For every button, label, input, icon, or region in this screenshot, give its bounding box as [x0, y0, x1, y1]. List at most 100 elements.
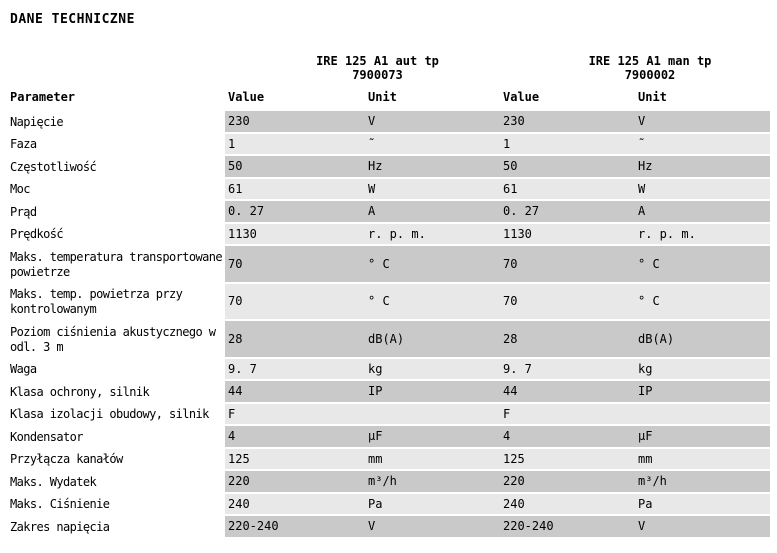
table-row: Prędkość 1130 r. p. m. 1130 r. p. m.	[10, 223, 770, 246]
value-aut: 0. 27	[225, 201, 365, 224]
table-row: Zakres napięcia 220-240 V 220-240 V	[10, 516, 770, 539]
table-row: Maks. temp. powietrza przy kontrolowanym…	[10, 283, 770, 321]
value-aut: 230	[225, 111, 365, 134]
column-header-parameter: Parameter	[10, 90, 76, 104]
unit-aut: V	[365, 111, 500, 134]
unit-aut: μF	[365, 426, 500, 449]
value-man: 9. 7	[500, 358, 635, 381]
value-aut: 240	[225, 493, 365, 516]
parameter-name: Maks. Wydatek	[10, 474, 97, 489]
parameter-name: Częstotliwość	[10, 159, 97, 174]
parameter-name: Prędkość	[10, 227, 64, 242]
value-aut: 70	[225, 283, 365, 321]
product-name: IRE 125 A1 man tp	[588, 54, 712, 68]
value-man: 1	[500, 133, 635, 156]
unit-man: ° C	[635, 283, 770, 321]
table-row: Klasa ochrony, silnik 44 IP 44 IP	[10, 381, 770, 404]
unit-man: ˜	[635, 133, 770, 156]
table-row: Maks. Wydatek 220 m³/h 220 m³/h	[10, 471, 770, 494]
unit-man: r. p. m.	[635, 223, 770, 246]
unit-man	[635, 403, 770, 426]
value-aut: 61	[225, 178, 365, 201]
product-name: IRE 125 A1 aut tp	[316, 54, 439, 68]
value-aut: 125	[225, 448, 365, 471]
unit-aut: dB(A)	[365, 321, 500, 359]
value-aut: 1130	[225, 223, 365, 246]
value-man: 50	[500, 156, 635, 179]
parameter-name: Faza	[10, 137, 37, 152]
product-group-headers: IRE 125 A1 aut tp 7900073 IRE 125 A1 man…	[10, 54, 770, 82]
unit-aut: mm	[365, 448, 500, 471]
parameter-name: Poziom ciśnienia akustycznego w odl. 3 m	[10, 324, 216, 354]
value-man: 1130	[500, 223, 635, 246]
parameter-name: Maks. temp. powietrza przy kontrolowanym	[10, 287, 183, 317]
unit-man: ° C	[635, 246, 770, 284]
value-man: F	[500, 403, 635, 426]
column-header-unit-aut: Unit	[368, 90, 397, 104]
unit-aut: V	[365, 516, 500, 539]
value-man: 61	[500, 178, 635, 201]
unit-aut: Hz	[365, 156, 500, 179]
parameter-name: Maks. Ciśnienie	[10, 497, 110, 512]
parameter-name: Moc	[10, 182, 30, 197]
table-row: Maks. Ciśnienie 240 Pa 240 Pa	[10, 493, 770, 516]
value-man: 4	[500, 426, 635, 449]
value-man: 230	[500, 111, 635, 134]
unit-man: dB(A)	[635, 321, 770, 359]
unit-aut: ˜	[365, 133, 500, 156]
table-row: Prąd 0. 27 A 0. 27 A	[10, 201, 770, 224]
product-header-aut: IRE 125 A1 aut tp 7900073	[240, 54, 515, 82]
unit-aut	[365, 403, 500, 426]
value-aut: 70	[225, 246, 365, 284]
value-man: 220-240	[500, 516, 635, 539]
unit-man: Pa	[635, 493, 770, 516]
column-header-value-aut: Value	[228, 90, 265, 104]
unit-man: V	[635, 111, 770, 134]
unit-man: kg	[635, 358, 770, 381]
unit-aut: ° C	[365, 246, 500, 284]
unit-aut: m³/h	[365, 471, 500, 494]
unit-aut: kg	[365, 358, 500, 381]
unit-man: m³/h	[635, 471, 770, 494]
table-row: Poziom ciśnienia akustycznego w odl. 3 m…	[10, 321, 770, 359]
unit-aut: ° C	[365, 283, 500, 321]
table-row: Waga 9. 7 kg 9. 7 kg	[10, 358, 770, 381]
unit-man: mm	[635, 448, 770, 471]
parameter-name: Klasa izolacji obudowy, silnik	[10, 407, 209, 422]
unit-aut: r. p. m.	[365, 223, 500, 246]
unit-aut: W	[365, 178, 500, 201]
table-row: Przyłącza kanałów 125 mm 125 mm	[10, 448, 770, 471]
table-row: Kondensator 4 μF 4 μF	[10, 426, 770, 449]
unit-man: μF	[635, 426, 770, 449]
table-row: Faza 1 ˜ 1 ˜	[10, 133, 770, 156]
value-aut: 220-240	[225, 516, 365, 539]
value-aut: 4	[225, 426, 365, 449]
parameter-name: Prąd	[10, 204, 37, 219]
column-header-row: Parameter Value Unit Value Unit	[10, 91, 770, 104]
table-row: Moc 61 W 61 W	[10, 178, 770, 201]
value-aut: 220	[225, 471, 365, 494]
product-code: 7900073	[352, 68, 403, 82]
value-man: 240	[500, 493, 635, 516]
parameter-name: Zakres napięcia	[10, 519, 110, 534]
parameter-name: Klasa ochrony, silnik	[10, 384, 150, 399]
value-man: 125	[500, 448, 635, 471]
value-man: 0. 27	[500, 201, 635, 224]
unit-man: A	[635, 201, 770, 224]
unit-aut: IP	[365, 381, 500, 404]
value-man: 28	[500, 321, 635, 359]
unit-man: Hz	[635, 156, 770, 179]
column-header-unit-man: Unit	[638, 90, 667, 104]
table-row: Częstotliwość 50 Hz 50 Hz	[10, 156, 770, 179]
parameter-name: Przyłącza kanałów	[10, 452, 123, 467]
value-aut: F	[225, 403, 365, 426]
page-title: DANE TECHNICZNE	[10, 12, 135, 27]
unit-aut: A	[365, 201, 500, 224]
table-row: Maks. temperatura transportowane powietr…	[10, 246, 770, 284]
parameter-name: Kondensator	[10, 429, 83, 444]
value-man: 220	[500, 471, 635, 494]
unit-aut: Pa	[365, 493, 500, 516]
value-man: 70	[500, 283, 635, 321]
unit-man: IP	[635, 381, 770, 404]
value-aut: 1	[225, 133, 365, 156]
